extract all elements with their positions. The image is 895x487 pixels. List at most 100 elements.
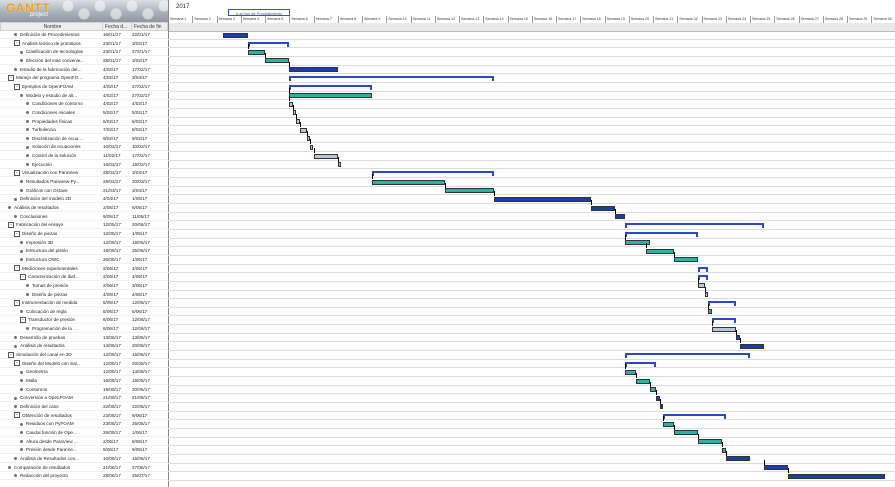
task-row[interactable]: Estructura OWC 26/05/17 1/06/17 — [0, 256, 168, 264]
task-row[interactable]: − Caracterización de diaf... 2/06/17 4/06/1… — [0, 273, 168, 282]
collapse-toggle-icon[interactable]: − — [8, 351, 14, 358]
task-bar[interactable] — [306, 136, 311, 142]
task-name[interactable]: Discretización de ecua... — [0, 135, 126, 142]
task-name[interactable]: − Ejemplos de OpenFOAM — [0, 83, 114, 90]
task-name[interactable]: Estructura OWC — [0, 256, 120, 263]
collapse-toggle-icon[interactable]: − — [8, 222, 14, 229]
task-row[interactable]: − Fabricación del ensayo 12/05/17 20/06/17 — [0, 221, 168, 230]
task-bar[interactable] — [635, 378, 650, 384]
task-bar[interactable] — [736, 335, 740, 341]
task-name[interactable]: Contornos — [0, 386, 120, 393]
task-name[interactable]: − Diseño del Modelo con Sal... — [0, 360, 114, 367]
task-name[interactable]: − Mediciones experimentales — [0, 265, 114, 272]
collapse-toggle-icon[interactable]: − — [8, 75, 14, 82]
summary-bar[interactable] — [625, 361, 657, 367]
task-row[interactable]: − Transductor de presión 6/06/17 12/06/17 — [0, 316, 168, 325]
column-header-start[interactable]: Fecha d... — [102, 22, 132, 31]
task-bar[interactable] — [289, 101, 293, 107]
task-row[interactable]: Presión desde ParaVie... 9/06/17 9/06/17 — [0, 446, 168, 455]
column-header-name[interactable]: Nombre — [0, 22, 103, 31]
task-row[interactable]: Condiciones iniciales 5/02/17 5/02/17 — [0, 109, 168, 117]
collapse-toggle-icon[interactable]: − — [14, 265, 20, 272]
task-bar[interactable] — [614, 214, 626, 220]
task-row[interactable]: Residuos con PyFOAM 23/05/17 25/05/17 — [0, 420, 168, 429]
task-row[interactable]: Tomas de presión 2/06/17 3/06/17 — [0, 282, 168, 290]
summary-bar[interactable] — [289, 76, 495, 82]
task-row[interactable]: Contornos 19/05/17 20/05/17 — [0, 386, 168, 394]
task-row[interactable]: Definición del modelo 2D 4/04/17 1/05/17 — [0, 195, 168, 204]
task-row[interactable]: Conclusiones 9/05/17 11/05/17 — [0, 213, 168, 221]
collapse-toggle-icon[interactable]: − — [20, 273, 26, 280]
task-name[interactable]: Conversión a OpenFOAM — [0, 394, 114, 401]
task-row[interactable]: Modelo y estudio de alt... 4/02/17 27/02/1… — [0, 92, 168, 100]
task-name[interactable]: − Diseño de piezas — [0, 230, 114, 237]
task-name[interactable]: − Simulación del canal en 3D — [0, 351, 108, 358]
summary-bar[interactable] — [625, 223, 764, 229]
summary-bar[interactable] — [708, 301, 737, 307]
task-name[interactable]: Control de la solución — [0, 152, 126, 159]
task-row[interactable]: − Diseño del Modelo con Sal... 12/05/17 20/… — [0, 360, 168, 368]
task-name[interactable]: Definición del caso — [0, 403, 114, 410]
task-row[interactable]: Definición de Procedimientos 16/01/17 22/0… — [0, 31, 168, 39]
summary-bar[interactable] — [698, 275, 709, 281]
task-name[interactable]: Conclusiones — [0, 213, 114, 220]
task-row[interactable]: Ejecución 18/02/17 18/02/17 — [0, 161, 168, 169]
task-name[interactable]: − Instrumentación de medida — [0, 299, 114, 306]
task-row[interactable]: Programación de la ... 6/06/17 12/06/17 — [0, 325, 168, 334]
task-bar[interactable] — [590, 205, 615, 211]
task-bar[interactable] — [763, 465, 789, 470]
summary-bar[interactable] — [625, 231, 699, 237]
task-row[interactable]: Desarrollo de pruebas 13/06/17 13/06/17 — [0, 334, 168, 342]
task-bar[interactable] — [711, 326, 737, 332]
task-bar[interactable] — [788, 473, 886, 479]
task-name[interactable]: Programación de la ... — [0, 325, 126, 332]
task-name[interactable]: Resultados Paraview-Py... — [0, 178, 120, 185]
task-bar[interactable] — [722, 447, 726, 453]
task-bar[interactable] — [313, 153, 338, 159]
summary-bar[interactable] — [289, 84, 373, 90]
task-name[interactable]: − Visualización con ParaView — [0, 169, 114, 177]
task-row[interactable]: Resultados Paraview-Py... 28/02/17 20/03/1… — [0, 178, 168, 187]
task-name[interactable]: Modelo y estudio de alt... — [0, 92, 120, 99]
task-bar[interactable] — [289, 67, 338, 73]
task-row[interactable]: Colocación de regla 5/06/17 5/06/17 — [0, 308, 168, 316]
task-bar[interactable] — [445, 188, 494, 194]
task-bar[interactable] — [625, 369, 636, 375]
task-name[interactable]: Geometría — [0, 368, 120, 375]
task-row[interactable]: Estructura del pistón 18/05/17 25/05/17 — [0, 247, 168, 256]
task-name[interactable]: Turbulencia — [0, 126, 126, 133]
task-row[interactable]: Clasificación de tecnologías 23/01/17 27/0… — [0, 48, 168, 57]
task-name[interactable]: Residuos con PyFOAM — [0, 420, 120, 427]
task-name[interactable]: Redacción del proyecto — [0, 472, 114, 479]
task-row[interactable]: Análisis de Resultados con... 10/06/17 16/… — [0, 455, 168, 463]
today-button[interactable]: Ir al hoy de Procedimiento — [228, 9, 290, 16]
task-name[interactable]: Análisis de Resultados con... — [0, 455, 114, 462]
task-name[interactable]: Condiciones iniciales — [0, 109, 126, 116]
collapse-toggle-icon[interactable]: − — [14, 170, 20, 177]
task-row[interactable]: Turbulencia 7/02/17 8/02/17 — [0, 126, 168, 135]
task-row[interactable]: Discretización de ecua... 9/02/17 9/02/17 — [0, 135, 168, 143]
task-name[interactable]: Gráficos con Octave — [0, 187, 120, 194]
task-bar[interactable] — [739, 343, 764, 349]
task-bar[interactable] — [223, 32, 248, 38]
task-name[interactable]: Altura desde ParaView ... — [0, 438, 120, 445]
task-row[interactable]: Análisis de resultados 14/06/17 20/06/17 — [0, 342, 168, 351]
task-row[interactable]: Estudio de la fabricación del... 4/02/17 1… — [0, 66, 168, 74]
task-row[interactable]: Redacción del proyecto 28/06/17 25/07/17 — [0, 472, 168, 481]
task-bar[interactable] — [725, 456, 750, 462]
task-name[interactable]: Desarrollo de pruebas — [0, 334, 114, 341]
task-name[interactable]: Caudal función de Ope... — [0, 429, 120, 436]
task-row[interactable]: Elección del más convenie... 28/01/17 3/02… — [0, 57, 168, 65]
task-row[interactable]: Solución de ecuaciones 10/02/17 10/02/17 — [0, 143, 168, 152]
task-row[interactable]: − Obtención de resultados 23/05/17 9/06/17 — [0, 412, 168, 420]
task-bar[interactable] — [704, 292, 709, 297]
task-row[interactable]: Definición del caso 22/05/17 22/05/17 — [0, 403, 168, 411]
task-bar[interactable] — [698, 283, 705, 289]
task-row[interactable]: Altura desde ParaView ... 2/06/17 8/06/17 — [0, 438, 168, 446]
task-bar[interactable] — [708, 309, 712, 315]
task-bar[interactable] — [649, 387, 657, 393]
task-bar[interactable] — [289, 93, 373, 99]
task-name[interactable]: Clasificación de tecnologías — [0, 48, 120, 55]
task-row[interactable]: − Análisis teórico de prototipos 23/01/17 3… — [0, 40, 168, 48]
task-bar[interactable] — [673, 257, 699, 263]
